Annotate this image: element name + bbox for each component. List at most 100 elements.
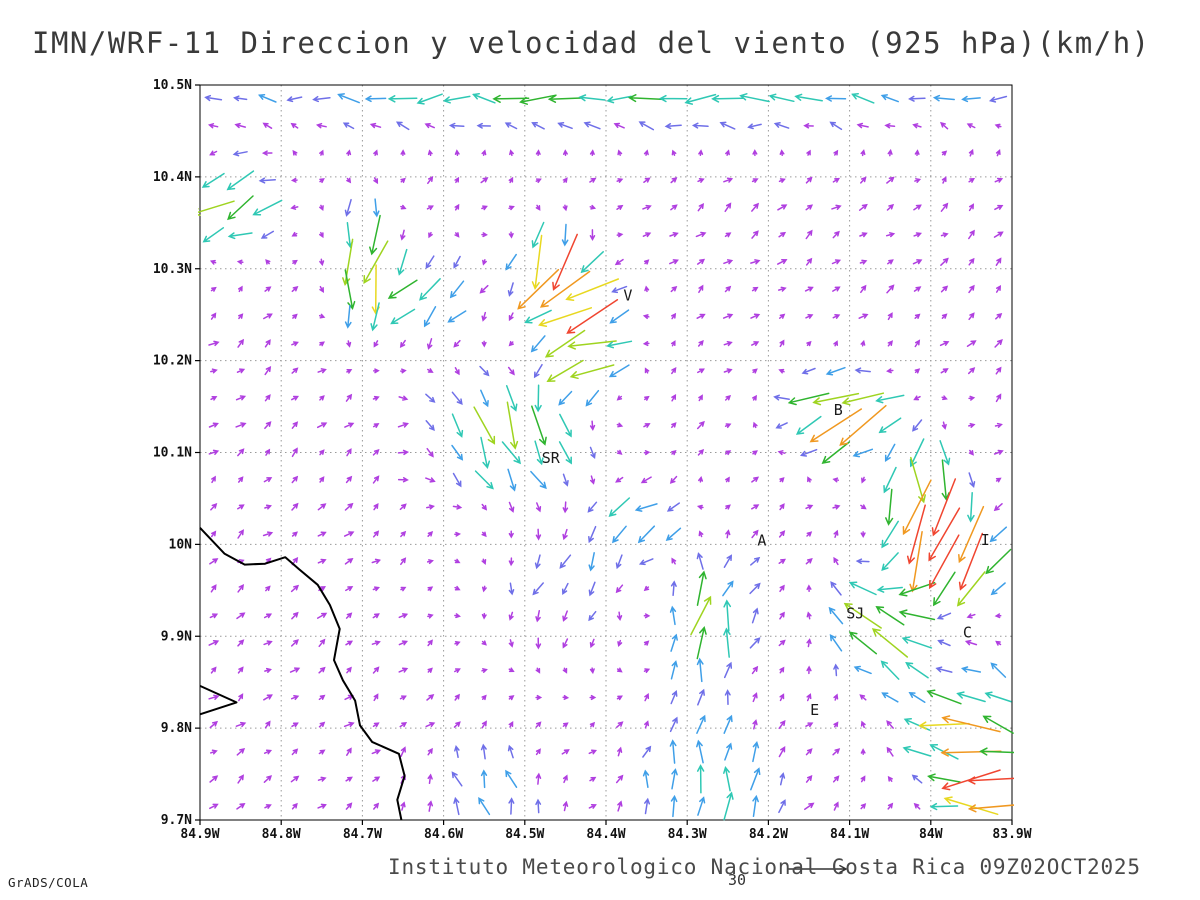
wind-vector	[508, 667, 515, 673]
wind-vector	[794, 93, 823, 102]
wind-vector	[885, 232, 896, 238]
wind-vector	[397, 248, 408, 276]
wind-vector	[805, 204, 814, 211]
wind-vector	[616, 667, 623, 673]
wind-vector	[535, 694, 543, 701]
wind-vector	[506, 401, 519, 450]
wind-vector	[966, 340, 977, 347]
wind-vector	[504, 122, 518, 130]
wind-vector	[505, 253, 517, 271]
wind-vector	[724, 202, 732, 213]
wind-vector	[292, 259, 298, 265]
wind-vector	[856, 122, 869, 129]
wind-vector	[616, 204, 624, 210]
wind-vector	[697, 796, 706, 816]
wind-vector	[236, 368, 246, 374]
wind-vector	[291, 722, 299, 728]
wind-vector	[695, 231, 707, 238]
wind-vector	[787, 864, 848, 874]
y-axis-label: 9.9N	[161, 629, 192, 644]
wind-vector	[535, 502, 542, 513]
wind-vector	[752, 394, 757, 401]
wind-vector	[833, 693, 839, 701]
wind-vector	[665, 527, 682, 542]
wind-vector	[643, 450, 651, 456]
wind-vector	[724, 423, 732, 429]
wind-vector	[966, 776, 1014, 785]
wind-vector	[535, 204, 541, 211]
wind-vector	[235, 721, 247, 728]
wind-vector	[806, 149, 811, 156]
wind-vector	[237, 639, 245, 647]
x-axis-label: 84W	[919, 827, 943, 842]
wind-vector	[373, 340, 379, 348]
wind-vector	[985, 548, 1012, 575]
wind-vector	[778, 368, 785, 374]
wind-vector	[312, 95, 331, 103]
wind-vector	[547, 95, 583, 103]
wind-vector	[372, 666, 380, 674]
wind-vector	[291, 231, 298, 237]
wind-vector	[371, 640, 381, 646]
wind-vector	[589, 638, 595, 649]
wind-vector	[424, 122, 435, 129]
wind-vector	[479, 284, 489, 294]
wind-vector	[644, 720, 650, 729]
wind-vector	[261, 150, 273, 156]
wind-vector	[643, 613, 651, 619]
wind-vector	[263, 775, 273, 783]
wind-vector	[912, 123, 922, 129]
coastline	[199, 527, 406, 821]
wind-vector	[615, 774, 624, 784]
wind-vector	[264, 504, 272, 510]
wind-vector	[979, 747, 1014, 756]
wind-vector	[768, 93, 795, 103]
wind-vector	[562, 149, 568, 157]
wind-vector	[372, 530, 380, 538]
wind-vector	[806, 665, 812, 675]
wind-vector	[452, 504, 463, 510]
wind-vector	[696, 764, 705, 794]
wind-vector	[345, 586, 354, 592]
wind-vector	[871, 628, 909, 658]
wind-vector	[642, 232, 652, 238]
wind-vector	[257, 93, 277, 103]
wind-vector	[589, 177, 597, 183]
wind-vector	[848, 631, 878, 655]
wind-vector	[615, 476, 624, 483]
wind-vector	[369, 122, 382, 129]
wind-vector	[398, 395, 409, 401]
wind-vector	[508, 312, 514, 322]
wind-vector	[210, 530, 217, 538]
wind-vector	[806, 693, 812, 702]
wind-vector	[803, 123, 814, 129]
station-label: V	[623, 286, 632, 304]
wind-vector	[208, 449, 220, 455]
wind-vector	[939, 340, 950, 347]
wind-vector	[670, 794, 678, 818]
wind-vector	[628, 94, 665, 103]
wind-vector	[425, 721, 436, 728]
wind-vector	[696, 504, 704, 510]
wind-vector	[968, 422, 976, 428]
wind-vector	[264, 804, 272, 809]
wind-vector	[940, 121, 949, 130]
wind-vector	[344, 422, 355, 428]
wind-vector	[751, 476, 760, 483]
wind-vector	[423, 306, 437, 328]
wind-vector	[569, 364, 615, 380]
wind-vector	[533, 363, 543, 379]
wind-vector	[885, 488, 894, 526]
wind-vector	[906, 504, 926, 565]
wind-vector	[208, 340, 220, 347]
grads-credit: GrADS/COLA	[8, 875, 89, 890]
wind-vector	[589, 721, 596, 728]
wind-vector	[372, 368, 380, 374]
wind-vector	[372, 613, 380, 619]
wind-vector	[479, 365, 490, 377]
wind-vector	[589, 446, 596, 460]
wind-vector	[773, 122, 790, 129]
y-axis-label: 10.2N	[153, 354, 192, 369]
wind-vector	[671, 393, 677, 402]
